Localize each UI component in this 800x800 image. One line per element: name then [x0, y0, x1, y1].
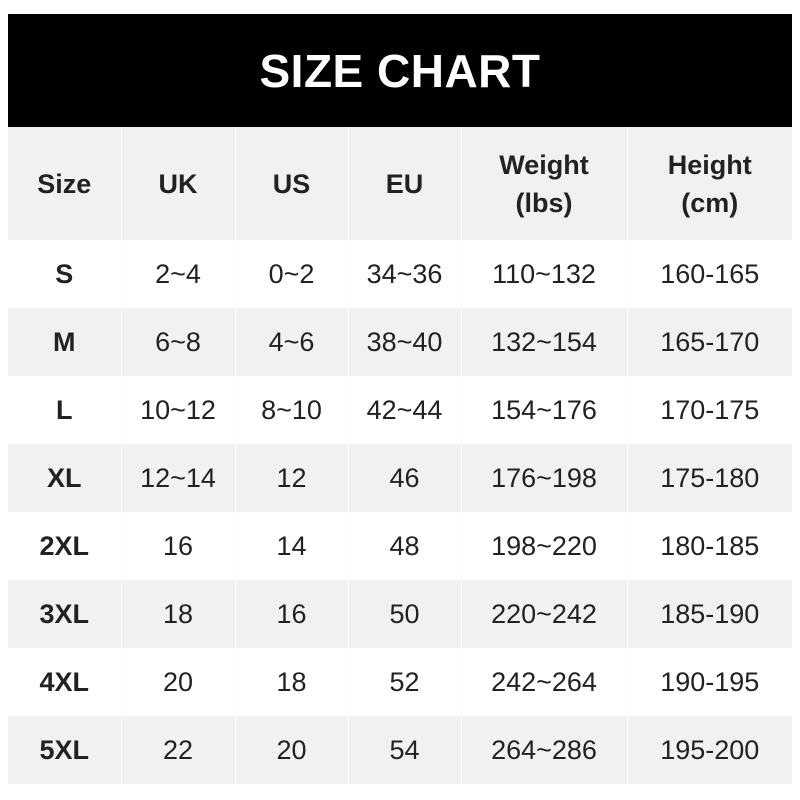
header-row: Size UK US EU Weight (lbs) Height (cm)	[8, 127, 792, 240]
size-label: XL	[8, 444, 121, 512]
table-cell: 54	[347, 716, 461, 784]
table-cell: 20	[234, 716, 348, 784]
size-label: 2XL	[8, 512, 121, 580]
table-row: 3XL 18 16 50 220~242 185-190	[8, 580, 792, 648]
size-label: 5XL	[8, 716, 121, 784]
table-cell: 190-195	[626, 648, 792, 716]
table-cell: 34~36	[347, 240, 461, 308]
table-row: XL 12~14 12 46 176~198 175-180	[8, 444, 792, 512]
table-cell: 154~176	[460, 376, 627, 444]
table-cell: 16	[234, 580, 348, 648]
column-header: Height (cm)	[626, 127, 792, 240]
size-label: L	[8, 376, 121, 444]
size-chart-title: SIZE CHART	[8, 14, 792, 127]
table-cell: 46	[347, 444, 461, 512]
size-label: S	[8, 240, 121, 308]
table-cell: 52	[347, 648, 461, 716]
table-cell: 198~220	[460, 512, 627, 580]
table-cell: 12	[234, 444, 348, 512]
table-cell: 48	[347, 512, 461, 580]
table-cell: 180-185	[626, 512, 792, 580]
table-cell: 38~40	[347, 308, 461, 376]
table-cell: 8~10	[234, 376, 348, 444]
table-cell: 12~14	[120, 444, 235, 512]
size-table: Size UK US EU Weight (lbs) Height (cm) S 2~4 0~…	[8, 127, 792, 784]
table-cell: 264~286	[460, 716, 627, 784]
table-cell: 175-180	[626, 444, 792, 512]
table-cell: 20	[120, 648, 235, 716]
table-cell: 220~242	[460, 580, 627, 648]
table-cell: 195-200	[626, 716, 792, 784]
column-header: Weight (lbs)	[460, 127, 627, 240]
table-row: S 2~4 0~2 34~36 110~132 160-165	[8, 240, 792, 308]
column-header: US	[234, 127, 348, 240]
table-cell: 132~154	[460, 308, 627, 376]
table-cell: 14	[234, 512, 348, 580]
table-cell: 176~198	[460, 444, 627, 512]
table-cell: 4~6	[234, 308, 348, 376]
table-cell: 10~12	[120, 376, 235, 444]
table-cell: 18	[234, 648, 348, 716]
column-header: UK	[120, 127, 235, 240]
column-header: EU	[347, 127, 461, 240]
table-cell: 2~4	[120, 240, 235, 308]
table-row: M 6~8 4~6 38~40 132~154 165-170	[8, 308, 792, 376]
column-header: Size	[8, 127, 121, 240]
size-label: 4XL	[8, 648, 121, 716]
table-row: 5XL 22 20 54 264~286 195-200	[8, 716, 792, 784]
size-label: M	[8, 308, 121, 376]
table-cell: 110~132	[460, 240, 627, 308]
table-cell: 242~264	[460, 648, 627, 716]
table-cell: 16	[120, 512, 235, 580]
table-row: L 10~12 8~10 42~44 154~176 170-175	[8, 376, 792, 444]
table-cell: 165-170	[626, 308, 792, 376]
size-label: 3XL	[8, 580, 121, 648]
table-row: 4XL 20 18 52 242~264 190-195	[8, 648, 792, 716]
table-cell: 170-175	[626, 376, 792, 444]
table-cell: 22	[120, 716, 235, 784]
table-cell: 185-190	[626, 580, 792, 648]
table-cell: 18	[120, 580, 235, 648]
table-cell: 0~2	[234, 240, 348, 308]
table-cell: 50	[347, 580, 461, 648]
table-cell: 42~44	[347, 376, 461, 444]
table-cell: 6~8	[120, 308, 235, 376]
table-cell: 160-165	[626, 240, 792, 308]
table-row: 2XL 16 14 48 198~220 180-185	[8, 512, 792, 580]
